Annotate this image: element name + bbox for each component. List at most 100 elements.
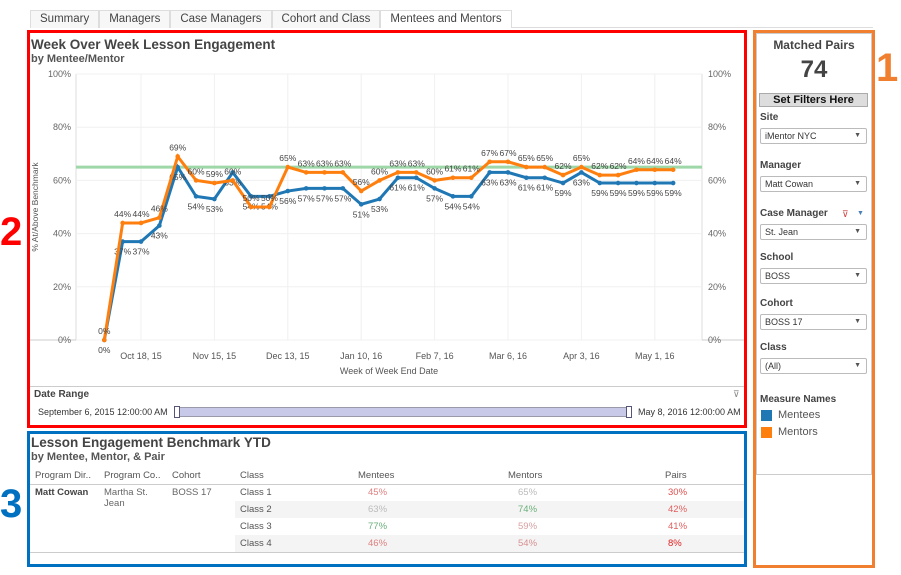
case-manager-filter-dropdown[interactable]: St. Jean ▼ (760, 224, 867, 240)
clear-filter-icon[interactable]: ⊽ (842, 209, 849, 219)
mentees-point (670, 180, 676, 186)
date-range-start: September 6, 2015 12:00:00 AM (38, 407, 168, 417)
mentors-point (377, 178, 382, 183)
row-stripe (235, 501, 744, 518)
mentors-data-label: 63% (334, 158, 351, 168)
mentors-point (157, 215, 162, 220)
matched-pairs-title: Matched Pairs (773, 38, 855, 52)
mentees-point (505, 170, 511, 175)
x-tick-label: Jan 10, 16 (340, 351, 382, 361)
legend-title: Measure Names (760, 394, 837, 405)
mentors-data-label: 64% (665, 156, 682, 166)
col-program-director[interactable]: Program Dir.. (35, 470, 91, 481)
mentors-point (505, 159, 511, 165)
col-pairs[interactable]: Pairs (665, 470, 687, 481)
legend-mentors[interactable]: Mentors (778, 426, 818, 438)
annotation-1: 1 (876, 46, 899, 90)
col-mentees[interactable]: Mentees (358, 470, 395, 481)
mentors-point (175, 154, 180, 159)
mentors-data-label: 59% (206, 169, 223, 179)
tab-managers[interactable]: Managers (99, 10, 171, 28)
school-filter-dropdown[interactable]: BOSS ▼ (760, 268, 867, 284)
mentees-point (230, 170, 236, 175)
tab-mentees-and-mentors[interactable]: Mentees and Mentors (380, 10, 512, 28)
chevron-down-icon: ▼ (854, 132, 861, 139)
mentors-data-label: 65% (573, 153, 590, 163)
mentees-point (615, 180, 621, 186)
tab-cohort-and-class[interactable]: Cohort and Class (271, 10, 381, 28)
y-tick-label-right: 0% (708, 335, 721, 345)
slider-start-handle[interactable] (174, 406, 180, 418)
mentees-point (634, 180, 639, 186)
mentors-point (487, 159, 492, 165)
mentees-cell: 45% (368, 487, 388, 498)
mentors-data-label: 50% (243, 193, 260, 203)
school-filter-label: School (760, 252, 794, 263)
mentors-data-label: 61% (444, 164, 461, 174)
class-cell: Class 4 (240, 538, 272, 549)
mentees-point (377, 196, 382, 202)
mentors-data-label: 67% (481, 148, 498, 158)
slider-end-handle[interactable] (626, 406, 632, 418)
mentors-data-label: 63% (389, 158, 406, 168)
mentors-data-label: 65% (279, 153, 296, 163)
sidebar-panel (756, 33, 872, 475)
mentors-data-label: 0% (98, 326, 111, 336)
pairs-cell: 30% (668, 487, 688, 498)
mentors-point (138, 220, 144, 226)
chevron-down-icon: ▼ (854, 362, 861, 369)
y-tick-label-left: 60% (53, 175, 71, 185)
mentors-point (193, 178, 199, 183)
mentees-point (120, 239, 125, 244)
tab-bar: Summary Managers Case Managers Cohort an… (30, 10, 873, 28)
chevron-down-icon: ▼ (854, 180, 861, 187)
date-range-slider[interactable] (174, 406, 632, 418)
mentees-data-label: 57% (426, 193, 443, 203)
mentees-data-label: 57% (298, 193, 315, 203)
mentors-data-label: 44% (114, 209, 131, 219)
col-program-coordinator[interactable]: Program Co.. (104, 470, 161, 481)
mentees-data-label: 43% (151, 231, 168, 241)
x-tick-label: Dec 13, 15 (266, 351, 310, 361)
mentors-point (450, 175, 456, 181)
filter-menu-chevron-icon[interactable]: ▼ (857, 210, 864, 217)
tab-case-managers[interactable]: Case Managers (170, 10, 272, 28)
col-cohort[interactable]: Cohort (172, 470, 201, 481)
col-mentors[interactable]: Mentors (508, 470, 543, 481)
mentees-swatch-icon (761, 410, 772, 421)
mentors-data-label: 50% (261, 193, 278, 203)
annotation-2: 2 (0, 210, 23, 254)
cohort-filter-dropdown[interactable]: BOSS 17 ▼ (760, 314, 867, 330)
y-tick-label-left: 40% (53, 229, 71, 239)
chevron-down-icon: ▼ (854, 318, 861, 325)
mentors-point (634, 167, 639, 173)
mentees-data-label: 65% (169, 172, 186, 182)
clear-filter-icon[interactable]: ⊽ (733, 389, 740, 399)
dropdown-value: BOSS (765, 271, 791, 281)
col-class[interactable]: Class (240, 470, 264, 481)
mentees-data-label: 57% (334, 193, 351, 203)
mentees-data-label: 51% (353, 209, 370, 219)
chevron-down-icon: ▼ (854, 272, 861, 279)
table-highlight-frame (27, 431, 747, 567)
program-coordinator-cell: Martha St. Jean (104, 487, 148, 509)
pairs-cell: 42% (668, 504, 688, 515)
mentees-data-label: 63% (573, 177, 590, 187)
legend-mentees[interactable]: Mentees (778, 409, 821, 421)
mentors-data-label: 67% (499, 148, 516, 158)
mentees-data-label: 59% (646, 188, 663, 198)
mentees-data-label: 56% (279, 196, 296, 206)
mentors-point (652, 167, 658, 173)
site-filter-dropdown[interactable]: iMentor NYC ▼ (760, 128, 867, 144)
mentors-point (579, 164, 584, 170)
dropdown-value: BOSS 17 (765, 317, 803, 327)
tab-summary[interactable]: Summary (30, 10, 100, 28)
manager-filter-dropdown[interactable]: Matt Cowan ▼ (760, 176, 867, 192)
line-chart[interactable]: 0% 0%20% 20%40% 40%60% 60%80% 80%100% 100%Oct … (0, 0, 901, 430)
date-range-label: Date Range (34, 389, 90, 400)
mentors-point (285, 164, 291, 170)
y-tick-label-left: 0% (58, 335, 71, 345)
sidebar-highlight-frame (753, 30, 875, 568)
mentees-cell: 63% (368, 504, 388, 515)
class-filter-dropdown[interactable]: (All) ▼ (760, 358, 867, 374)
